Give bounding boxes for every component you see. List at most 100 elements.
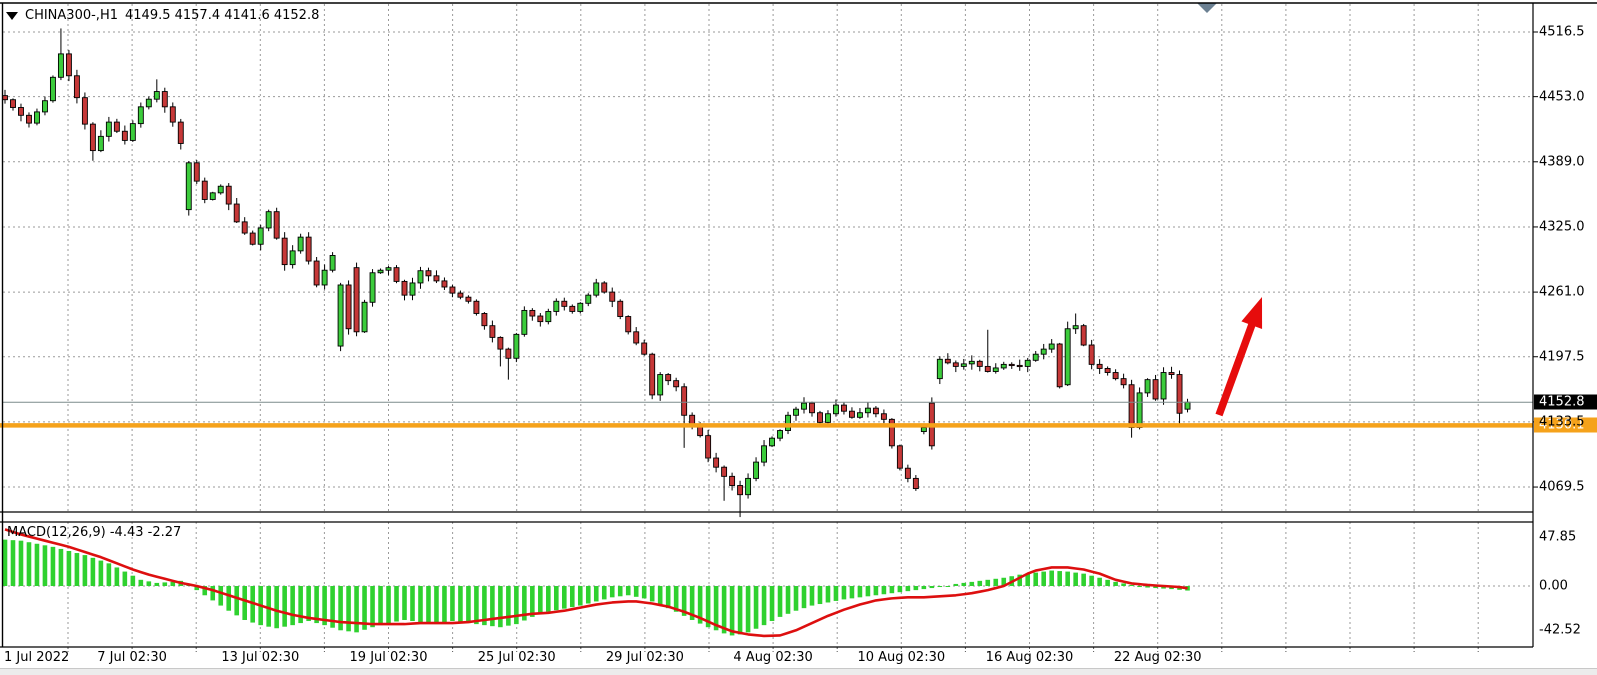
symbol-dropdown-icon[interactable] bbox=[6, 11, 18, 20]
candle bbox=[57, 53, 64, 78]
candle bbox=[2, 95, 8, 101]
macd-axis-label[interactable]: 47.85 bbox=[1539, 529, 1577, 545]
candle bbox=[801, 402, 807, 410]
candle bbox=[1064, 328, 1071, 386]
candle bbox=[944, 358, 951, 364]
candle bbox=[992, 367, 999, 372]
candle bbox=[89, 123, 96, 152]
candle bbox=[1072, 325, 1079, 330]
candle bbox=[673, 380, 680, 388]
candle bbox=[1032, 353, 1039, 361]
candle bbox=[856, 412, 863, 418]
candle bbox=[545, 310, 552, 323]
macd-axis-label[interactable]: 0.00 bbox=[1539, 578, 1568, 594]
candle bbox=[265, 211, 272, 229]
candle bbox=[273, 211, 280, 239]
candle bbox=[34, 111, 40, 124]
candle bbox=[769, 437, 775, 447]
current-price-badge: 4152.8 bbox=[1534, 394, 1597, 410]
candle bbox=[121, 130, 128, 141]
candle bbox=[593, 282, 600, 296]
candle bbox=[1136, 392, 1143, 428]
candle bbox=[561, 300, 568, 307]
candle bbox=[225, 185, 232, 205]
candle bbox=[952, 362, 959, 367]
time-axis-label[interactable]: 16 Aug 02:30 bbox=[985, 650, 1074, 665]
candle bbox=[321, 269, 328, 286]
candle bbox=[1088, 344, 1095, 365]
candle bbox=[529, 309, 536, 317]
time-axis-label[interactable]: 22 Aug 02:30 bbox=[1113, 650, 1202, 665]
candle bbox=[809, 402, 815, 414]
window-bottom-strip bbox=[0, 668, 1597, 675]
price-axis-label[interactable]: 4453.0 bbox=[1539, 89, 1585, 105]
time-axis-label[interactable]: 13 Jul 02:30 bbox=[221, 650, 300, 665]
price-axis-label[interactable]: 4261.0 bbox=[1539, 284, 1585, 300]
candle bbox=[257, 227, 264, 245]
candlestick-series[interactable] bbox=[2, 28, 1191, 518]
candle bbox=[912, 477, 919, 490]
candle bbox=[385, 267, 392, 271]
candle bbox=[1016, 364, 1023, 368]
candle bbox=[960, 363, 967, 367]
time-axis-label[interactable]: 7 Jul 02:30 bbox=[97, 650, 167, 665]
time-axis-label[interactable]: 1 Jul 2022 bbox=[4, 650, 70, 665]
time-axis-label[interactable]: 29 Jul 02:30 bbox=[605, 650, 684, 665]
candle bbox=[745, 477, 752, 496]
chart-shift-marker-icon[interactable] bbox=[1197, 3, 1217, 13]
candle bbox=[681, 386, 688, 416]
macd-signal-line bbox=[4, 528, 1188, 638]
candle bbox=[281, 237, 288, 266]
candle bbox=[513, 333, 520, 359]
candle bbox=[537, 315, 544, 323]
candle bbox=[49, 76, 56, 102]
candle bbox=[1128, 384, 1135, 428]
candle bbox=[209, 192, 216, 200]
candle bbox=[1144, 379, 1151, 394]
trend-arrow-head bbox=[1241, 297, 1263, 329]
candle bbox=[601, 282, 608, 293]
macd-axis-label[interactable]: -42.52 bbox=[1539, 622, 1581, 638]
candle bbox=[169, 106, 176, 123]
price-axis-label[interactable]: 4197.5 bbox=[1539, 349, 1585, 365]
candle bbox=[729, 475, 736, 486]
candle bbox=[409, 282, 416, 296]
price-axis-label[interactable]: 4516.5 bbox=[1539, 24, 1585, 40]
candle bbox=[26, 114, 32, 124]
candle bbox=[161, 91, 168, 108]
candle bbox=[489, 325, 496, 338]
candle bbox=[553, 300, 560, 312]
candle bbox=[497, 336, 504, 350]
candle bbox=[984, 365, 991, 372]
candle bbox=[441, 280, 448, 288]
candle bbox=[465, 296, 472, 302]
trend-arrow-shaft[interactable] bbox=[1215, 318, 1258, 417]
time-axis-label[interactable]: 4 Aug 02:30 bbox=[733, 650, 813, 665]
candle bbox=[841, 404, 847, 412]
time-axis-label[interactable]: 10 Aug 02:30 bbox=[857, 650, 946, 665]
price-axis-label[interactable]: 4389.0 bbox=[1539, 154, 1585, 170]
candle bbox=[393, 267, 400, 282]
candle bbox=[1096, 363, 1103, 369]
candle bbox=[585, 294, 592, 304]
candle bbox=[65, 53, 72, 77]
candle bbox=[417, 270, 424, 284]
time-axis-label[interactable]: 19 Jul 02:30 bbox=[349, 650, 428, 665]
price-axis-label[interactable]: 4133.5 bbox=[1539, 414, 1585, 430]
candle bbox=[848, 410, 855, 418]
candle bbox=[369, 272, 376, 303]
candle bbox=[617, 300, 624, 317]
candle bbox=[289, 250, 296, 266]
price-axis-label[interactable]: 4325.0 bbox=[1539, 219, 1585, 235]
candle bbox=[976, 360, 983, 367]
time-axis-label[interactable]: 25 Jul 02:30 bbox=[477, 650, 556, 665]
candle bbox=[1160, 372, 1167, 400]
candle bbox=[793, 408, 799, 416]
candle bbox=[904, 467, 911, 479]
candle bbox=[73, 75, 80, 99]
candle bbox=[473, 300, 480, 314]
candle bbox=[737, 485, 744, 496]
price-axis-label[interactable]: 4069.5 bbox=[1539, 479, 1585, 495]
